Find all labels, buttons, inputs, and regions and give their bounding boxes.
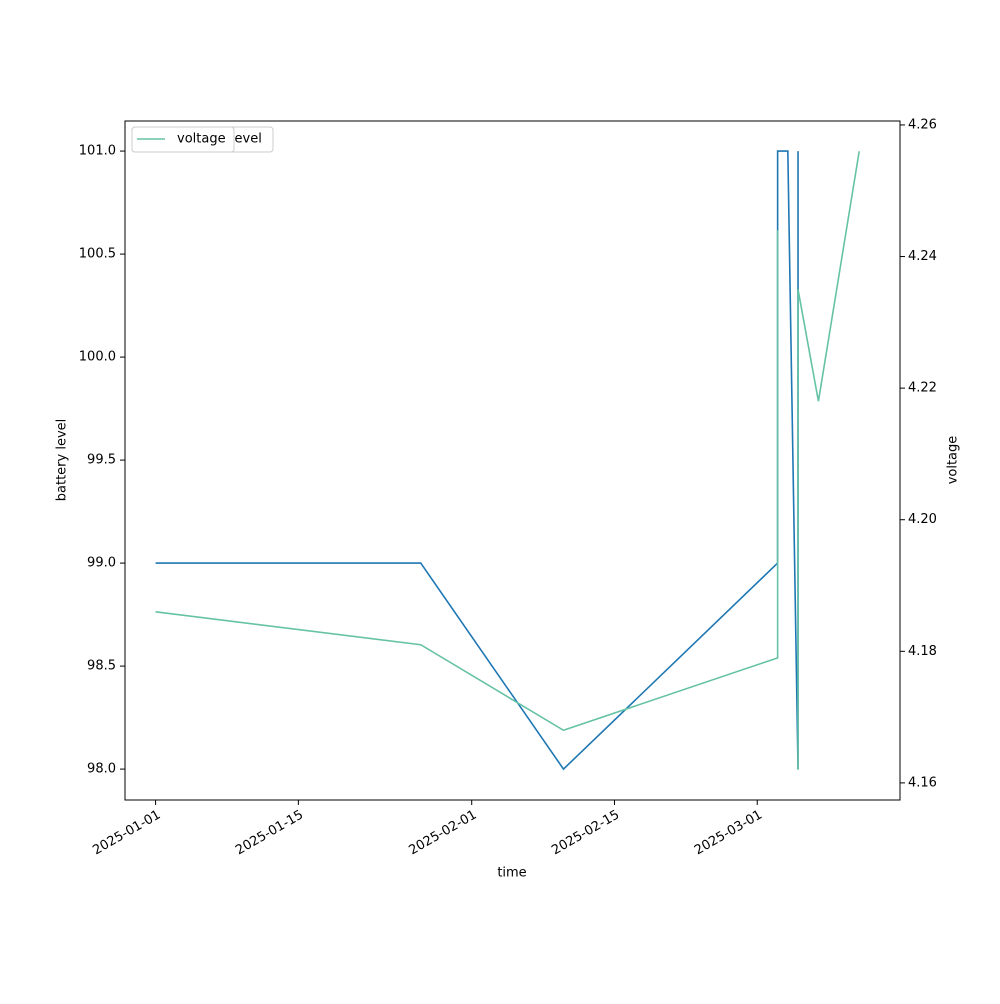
y-tick-label: 100.0 [79,350,116,365]
x-tick-label: 2025-02-15 [549,808,622,859]
x-tick-label: 2025-02-01 [407,808,480,859]
y2-tick-label: 4.16 [908,775,937,790]
series-line [155,151,861,770]
y-axis-label: battery level [55,419,70,502]
y-tick-label: 101.0 [79,144,116,159]
y2-tick-label: 4.24 [908,249,937,264]
x-tick-label: 2025-03-01 [692,808,765,859]
series-line [156,151,860,769]
x-tick-label: 2025-01-15 [233,808,306,859]
y-tick-label: 99.5 [87,453,116,468]
y-tick-label: 100.5 [79,247,116,262]
x-tick-label: 2025-01-01 [90,808,163,859]
legend-box [131,126,235,153]
y2-axis-label: voltage [946,436,961,485]
y2-tick-label: 4.20 [908,512,937,527]
y-tick-label: 98.5 [87,659,116,674]
y2-tick-label: 4.22 [908,381,937,396]
y-tick-label: 98.0 [87,762,116,777]
legend: voltage [131,126,235,153]
y2-tick-label: 4.18 [908,644,937,659]
y2-tick-label: 4.26 [908,117,937,132]
y-tick-label: 99.0 [87,556,116,571]
plot-frame [124,120,901,801]
legend-label: voltage [177,132,226,147]
x-axis-label: time [497,866,526,881]
